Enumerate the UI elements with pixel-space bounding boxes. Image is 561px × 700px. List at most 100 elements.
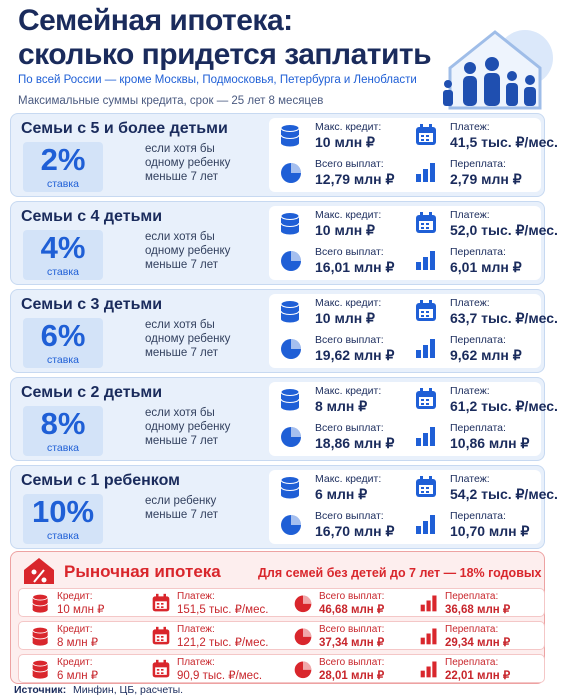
label: Всего выплат: (315, 510, 384, 522)
rate-label: ставка (46, 442, 80, 454)
pie-icon (294, 628, 312, 646)
label: Макс. кредит: (315, 385, 382, 397)
label: Кредит: (57, 591, 93, 602)
subtitle: По всей России — кроме Москвы, Подмосков… (18, 74, 417, 86)
rate-label: ставка (46, 178, 80, 190)
label: Платеж: (177, 591, 215, 602)
rate-box: 10% ставка (23, 494, 103, 544)
card: Семьи с 3 детьми 6% ставка если хотя бы одн… (10, 289, 558, 373)
label: Переплата: (445, 624, 499, 635)
coins-icon (32, 626, 49, 646)
value: 61,2 тыс. ₽/мес. (450, 398, 558, 414)
value: 151,5 тыс. ₽/мес. (177, 604, 269, 616)
label: Всего выплат: (315, 334, 384, 346)
rate-box: 6% ставка (23, 318, 103, 368)
coins-icon (32, 659, 49, 679)
value: 9,62 млн ₽ (450, 347, 522, 363)
market-row: Кредит: 10 млн ₽ Платеж: 151,5 тыс. ₽/мес. В… (18, 588, 545, 617)
value: 10 млн ₽ (57, 604, 105, 616)
value: 52,0 тыс. ₽/мес. (450, 222, 558, 238)
bars-icon (416, 251, 435, 270)
rate: 8% (40, 406, 86, 441)
bars-icon (420, 628, 437, 645)
value: 2,79 млн ₽ (450, 171, 522, 187)
source: Минфин, ЦБ, расчеты. (73, 684, 184, 696)
market-subtitle: Для семей без детей до 7 лет — 18% годов… (258, 566, 542, 580)
card-title: Семьи с 3 детьми (21, 296, 163, 313)
rate: 2% (40, 142, 86, 177)
label: Кредит: (57, 657, 93, 668)
coins-icon (280, 476, 300, 499)
value: 16,01 млн ₽ (315, 259, 395, 275)
card: Семьи с 2 детьми 8% ставка если хотя бы одн… (10, 377, 558, 461)
label: Платеж: (450, 121, 490, 133)
value: 41,5 тыс. ₽/мес. (450, 134, 558, 150)
bars-icon (416, 339, 435, 358)
label: Макс. кредит: (315, 473, 382, 485)
coins-icon (280, 124, 300, 147)
value: 63,7 тыс. ₽/мес. (450, 310, 558, 326)
coins-icon (280, 212, 300, 235)
rate-label: ставка (46, 530, 80, 542)
label: Макс. кредит: (315, 121, 382, 133)
bars-icon (420, 661, 437, 678)
condition: если хотя бы одному ребенку меньше 7 лет (145, 319, 231, 359)
source-label: Источник: (14, 684, 67, 696)
card-title: Семьи с 1 ребенком (21, 472, 180, 489)
label: Макс. кредит: (315, 297, 382, 309)
cal-icon (416, 476, 436, 497)
pie-icon (281, 339, 301, 359)
card-panel: Макс. кредит: 10 млн ₽ Платеж: 63,7 тыс. ₽/… (269, 294, 558, 368)
condition: если хотя бы одному ребенку меньше 7 лет (145, 231, 231, 271)
value: 10 млн ₽ (315, 222, 375, 238)
value: 18,86 млн ₽ (315, 435, 395, 451)
pie-icon (281, 251, 301, 271)
pie-icon (294, 661, 312, 679)
label: Переплата: (450, 422, 506, 434)
label: Переплата: (450, 510, 506, 522)
market-title: Рыночная ипотека (64, 562, 221, 581)
title: Семейная ипотека: (18, 4, 293, 37)
value: 16,70 млн ₽ (315, 523, 395, 539)
market-row: Кредит: 6 млн ₽ Платеж: 90,9 тыс. ₽/мес. Все… (18, 654, 545, 683)
card-title: Семьи с 2 детьми (21, 384, 163, 401)
label: Макс. кредит: (315, 209, 382, 221)
label: Платеж: (450, 385, 490, 397)
value: 6 млн ₽ (57, 670, 99, 682)
value: 8 млн ₽ (57, 637, 99, 649)
value: 46,68 млн ₽ (319, 604, 385, 616)
value: 36,68 млн ₽ (445, 604, 511, 616)
card-title: Семьи с 4 детьми (21, 208, 163, 225)
label: Платеж: (450, 297, 490, 309)
rate-label: ставка (46, 354, 80, 366)
value: 10 млн ₽ (315, 134, 375, 150)
card-panel: Макс. кредит: 6 млн ₽ Платеж: 54,2 тыс. ₽/м… (269, 470, 558, 544)
condition: если хотя бы одному ребенку меньше 7 лет (145, 143, 231, 183)
cal-icon (416, 300, 436, 321)
rate-box: 2% ставка (23, 142, 103, 192)
condition: если хотя бы одному ребенку меньше 7 лет (145, 407, 231, 447)
card-panel: Макс. кредит: 10 млн ₽ Платеж: 41,5 тыс. ₽/… (269, 118, 558, 192)
coins-icon (280, 300, 300, 323)
label: Всего выплат: (315, 158, 384, 170)
value: 90,9 тыс. ₽/мес. (177, 670, 263, 682)
value: 6,01 млн ₽ (450, 259, 522, 275)
value: 22,01 млн ₽ (445, 670, 511, 682)
label: Платеж: (177, 624, 215, 635)
coins-icon (32, 593, 49, 613)
rate-box: 4% ставка (23, 230, 103, 280)
rate: 10% (31, 494, 95, 529)
note: Максимальные суммы кредита, срок — 25 ле… (18, 95, 324, 107)
label: Всего выплат: (319, 624, 385, 635)
bars-icon (416, 163, 435, 182)
market-icon (24, 558, 54, 584)
cal-icon (152, 659, 170, 678)
value: 8 млн ₽ (315, 398, 368, 414)
pie-icon (281, 515, 301, 535)
rate: 4% (40, 230, 86, 265)
title: сколько придется заплатить (18, 38, 432, 71)
cal-icon (416, 388, 436, 409)
condition: если ребенку меньше 7 лет (145, 495, 219, 521)
value: 10,86 млн ₽ (450, 435, 530, 451)
